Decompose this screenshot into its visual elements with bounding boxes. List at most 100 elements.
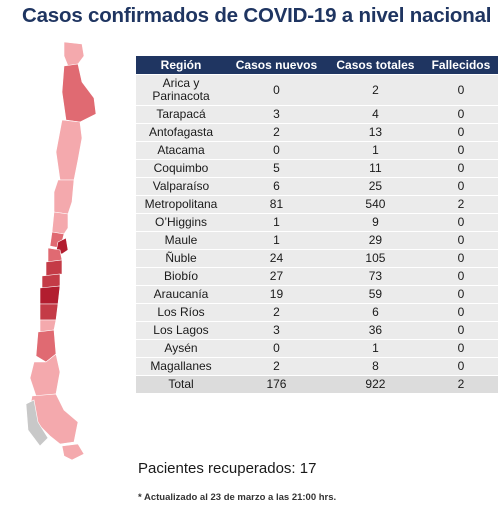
cell-fallecidos: 0 — [423, 178, 498, 195]
cell-region: Atacama — [136, 142, 226, 159]
map-region-nuble — [41, 273, 61, 289]
cell-total-totales: 922 — [326, 376, 424, 393]
cell-fallecidos: 0 — [423, 214, 498, 231]
table-row: Valparaíso 6 25 0 — [136, 178, 498, 195]
map-region-coquimbo — [51, 211, 69, 235]
cell-fallecidos: 0 — [423, 142, 498, 159]
cell-totales: 29 — [326, 232, 424, 249]
cell-totales: 2 — [326, 75, 424, 105]
map-region-aysen — [29, 353, 61, 397]
cell-totales: 11 — [326, 160, 424, 177]
table-row: O’Higgins 1 9 0 — [136, 214, 498, 231]
cell-totales: 59 — [326, 286, 424, 303]
cell-totales: 8 — [326, 358, 424, 375]
table-row: Metropolitana 81 540 2 — [136, 196, 498, 213]
cell-region: Biobío — [136, 268, 226, 285]
cell-nuevos: 6 — [226, 178, 327, 195]
cell-region: Aysén — [136, 340, 226, 357]
cell-totales: 13 — [326, 124, 424, 141]
cell-nuevos: 5 — [226, 160, 327, 177]
cell-total-label: Total — [136, 376, 226, 393]
cell-region: Los Ríos — [136, 304, 226, 321]
header-casos-nuevos: Casos nuevos — [226, 56, 327, 74]
cell-region: Ñuble — [136, 250, 226, 267]
cell-region: Araucanía — [136, 286, 226, 303]
cell-region: O’Higgins — [136, 214, 226, 231]
table-row: Maule 1 29 0 — [136, 232, 498, 249]
table-row: Tarapacá 3 4 0 — [136, 106, 498, 123]
map-region-maule — [45, 259, 63, 277]
cell-nuevos: 19 — [226, 286, 327, 303]
cases-table: Región Casos nuevos Casos totales Fallec… — [136, 55, 498, 394]
table-row: Ñuble 24 105 0 — [136, 250, 498, 267]
table-row: Coquimbo 5 11 0 — [136, 160, 498, 177]
header-fallecidos: Fallecidos — [423, 56, 498, 74]
cell-totales: 4 — [326, 106, 424, 123]
cell-totales: 105 — [326, 250, 424, 267]
header-casos-totales: Casos totales — [326, 56, 424, 74]
cell-nuevos: 0 — [226, 75, 327, 105]
cell-fallecidos: 0 — [423, 160, 498, 177]
cell-nuevos: 3 — [226, 106, 327, 123]
table-header-row: Región Casos nuevos Casos totales Fallec… — [136, 56, 498, 74]
table-row: Biobío 27 73 0 — [136, 268, 498, 285]
cell-fallecidos: 0 — [423, 268, 498, 285]
cell-totales: 1 — [326, 340, 424, 357]
cell-fallecidos: 0 — [423, 75, 498, 105]
cell-fallecidos: 0 — [423, 322, 498, 339]
map-region-biobio — [39, 285, 61, 305]
cell-total-nuevos: 176 — [226, 376, 327, 393]
table-row: Aysén 0 1 0 — [136, 340, 498, 357]
map-region-araucania — [39, 303, 59, 321]
map-region-islands — [25, 399, 49, 447]
cell-region: Maule — [136, 232, 226, 249]
cell-nuevos: 1 — [226, 232, 327, 249]
cell-totales: 36 — [326, 322, 424, 339]
cell-nuevos: 3 — [226, 322, 327, 339]
cell-nuevos: 2 — [226, 358, 327, 375]
cell-nuevos: 81 — [226, 196, 327, 213]
cell-nuevos: 2 — [226, 304, 327, 321]
cell-totales: 73 — [326, 268, 424, 285]
cell-fallecidos: 0 — [423, 340, 498, 357]
recovered-patients: Pacientes recuperados: 17 — [138, 460, 317, 477]
cell-fallecidos: 0 — [423, 286, 498, 303]
table-row: Araucanía 19 59 0 — [136, 286, 498, 303]
cell-nuevos: 1 — [226, 214, 327, 231]
cell-region: Los Lagos — [136, 322, 226, 339]
cell-fallecidos: 0 — [423, 250, 498, 267]
table-row: Arica y Parinacota 0 2 0 — [136, 75, 498, 105]
table-row: Atacama 0 1 0 — [136, 142, 498, 159]
cell-fallecidos: 0 — [423, 232, 498, 249]
cell-region: Tarapacá — [136, 106, 226, 123]
map-region-atacama — [53, 179, 75, 215]
table-row: Los Lagos 3 36 0 — [136, 322, 498, 339]
map-region-tierra-del-fuego — [61, 443, 85, 461]
map-region-tarapaca — [61, 63, 97, 123]
map-region-ohiggins — [47, 247, 63, 263]
cell-region: Arica y Parinacota — [136, 75, 226, 105]
cell-fallecidos: 2 — [423, 196, 498, 213]
cell-region: Metropolitana — [136, 196, 226, 213]
cell-fallecidos: 0 — [423, 358, 498, 375]
cell-totales: 6 — [326, 304, 424, 321]
cell-nuevos: 0 — [226, 340, 327, 357]
map-region-arica — [63, 42, 85, 67]
table-row: Los Ríos 2 6 0 — [136, 304, 498, 321]
cell-fallecidos: 0 — [423, 304, 498, 321]
cell-nuevos: 27 — [226, 268, 327, 285]
table-total-row: Total 176 922 2 — [136, 376, 498, 393]
page-title: Casos confirmados de COVID-19 a nivel na… — [22, 4, 492, 27]
cell-nuevos: 0 — [226, 142, 327, 159]
cell-region: Coquimbo — [136, 160, 226, 177]
cell-nuevos: 24 — [226, 250, 327, 267]
cell-nuevos: 2 — [226, 124, 327, 141]
cell-region: Antofagasta — [136, 124, 226, 141]
cell-region: Magallanes — [136, 358, 226, 375]
cell-region: Valparaíso — [136, 178, 226, 195]
cell-totales: 540 — [326, 196, 424, 213]
cell-fallecidos: 0 — [423, 106, 498, 123]
cell-totales: 25 — [326, 178, 424, 195]
update-note: * Actualizado al 23 de marzo a las 21:00… — [138, 492, 337, 503]
map-region-antofagasta — [55, 119, 83, 181]
